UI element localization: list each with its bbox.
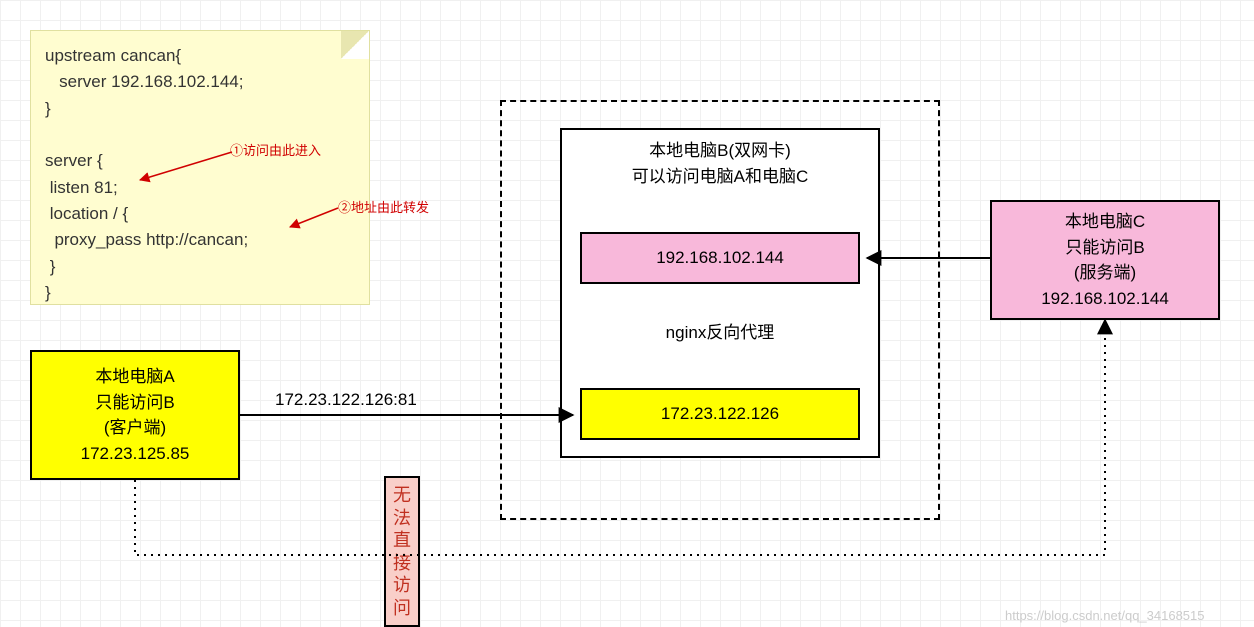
node-b-title-1: 本地电脑B(双网卡) bbox=[649, 138, 791, 164]
cannot-access-text: 无法直接访问 bbox=[390, 484, 414, 619]
node-c-l3: (服务端) bbox=[1074, 260, 1136, 286]
cannot-access-label: 无法直接访问 bbox=[384, 476, 420, 627]
node-a-l2: 只能访问B bbox=[95, 390, 174, 416]
node-b-ip2-text: 172.23.122.126 bbox=[661, 401, 779, 427]
watermark-text: https://blog.csdn.net/qq_34168515 bbox=[1005, 608, 1205, 623]
node-b-ip1-text: 192.168.102.144 bbox=[656, 245, 784, 271]
node-b-ip2: 172.23.122.126 bbox=[580, 388, 860, 440]
node-c-l4: 192.168.102.144 bbox=[1041, 286, 1169, 312]
annotation-2: ②地址由此转发 bbox=[338, 197, 429, 216]
node-a-l1: 本地电脑A bbox=[95, 364, 174, 390]
node-c-box: 本地电脑C 只能访问B (服务端) 192.168.102.144 bbox=[990, 200, 1220, 320]
node-b-mid-label: nginx反向代理 bbox=[560, 318, 880, 343]
edge-a-to-b-label: 172.23.122.126:81 bbox=[275, 390, 417, 410]
node-b-ip1: 192.168.102.144 bbox=[580, 232, 860, 284]
node-a-box: 本地电脑A 只能访问B (客户端) 172.23.125.85 bbox=[30, 350, 240, 480]
nginx-config-note: upstream cancan{ server 192.168.102.144;… bbox=[30, 30, 370, 305]
annotation-1: ①访问由此进入 bbox=[230, 140, 321, 159]
node-c-l1: 本地电脑C bbox=[1065, 209, 1145, 235]
node-a-l4: 172.23.125.85 bbox=[81, 441, 190, 467]
node-c-l2: 只能访问B bbox=[1065, 235, 1144, 261]
node-b-title-2: 可以访问电脑A和电脑C bbox=[632, 164, 809, 190]
node-a-l3: (客户端) bbox=[104, 415, 166, 441]
